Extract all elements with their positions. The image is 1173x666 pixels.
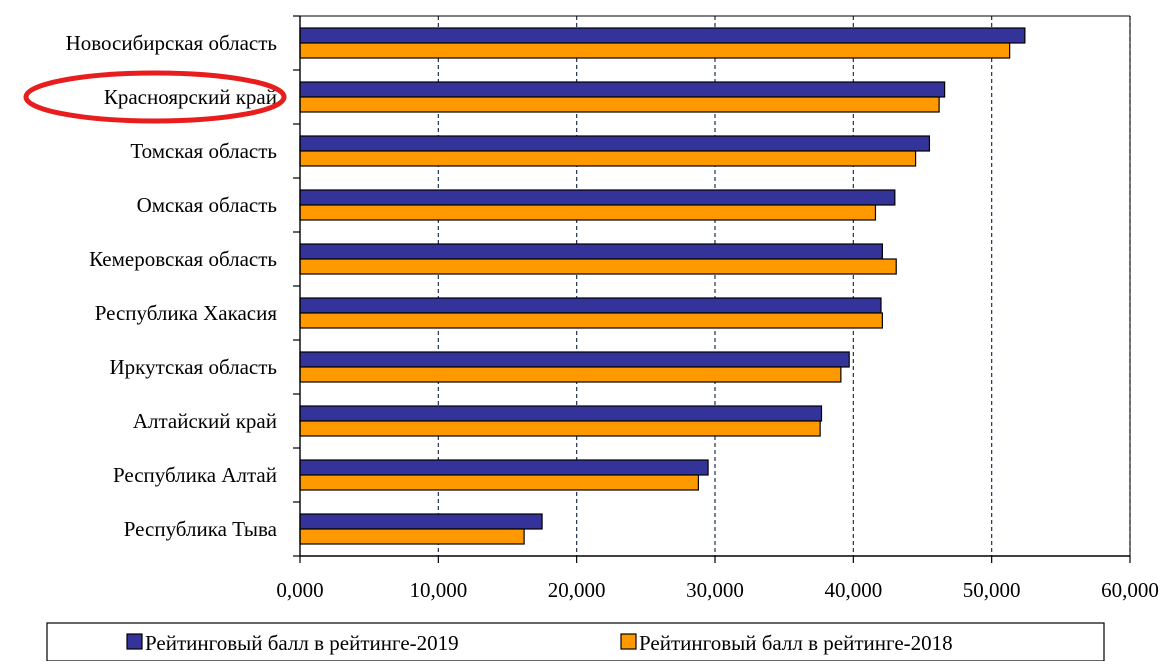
category-label: Республика Тыва [124,517,278,541]
category-labels: Новосибирская область Красноярский край То… [66,31,278,541]
axes [293,15,1131,563]
bar-2019 [299,189,896,206]
bar-2018 [299,312,883,329]
category-label: Республика Алтай [113,463,277,487]
x-tick-label: 10,000 [409,578,467,602]
legend-label: Рейтинговый балл в рейтинге-2018 [639,631,953,655]
bar-2018 [299,474,699,491]
bar-2018 [299,366,842,383]
legend-box [46,622,1105,662]
legend-label: Рейтинговый балл в рейтинге-2019 [145,631,459,655]
legend: Рейтинговый балл в рейтинге-2019 Рейтинго… [46,622,1105,662]
category-label: Алтайский край [133,409,277,433]
bar-2019 [299,27,1026,44]
bar-2018 [299,258,897,275]
bar-2018 [299,528,525,545]
bar-2019 [299,513,543,530]
highlight-ellipse-group [23,70,287,124]
category-label: Новосибирская область [66,31,277,55]
x-tick-label: 20,000 [548,578,606,602]
bar-2019 [299,351,850,368]
highlight-ellipse [23,70,287,124]
x-tick-label: 30,000 [686,578,744,602]
x-tick-label: 50,000 [963,578,1021,602]
bar-2019 [299,405,823,422]
bar-2019 [299,81,946,98]
x-tick-label: 0,000 [276,578,323,602]
bar-2018 [299,96,940,113]
bar-2019 [299,135,931,152]
legend-swatch [126,633,143,650]
bar-2019 [299,459,709,476]
category-label: Красноярский край [104,85,277,109]
bar-2019 [299,243,883,260]
bar-2018 [299,204,877,221]
legend-swatch [620,633,637,650]
bar-2018 [299,150,917,167]
bar-2019 [299,297,882,314]
category-label: Омская область [137,193,277,217]
x-tick-label: 40,000 [824,578,882,602]
bar-2018 [299,420,821,437]
bar-2018 [299,42,1011,59]
category-label: Республика Хакасия [95,301,278,325]
bars [299,27,1026,545]
category-label: Кемеровская область [89,247,277,271]
x-tick-label: 60,000 [1101,578,1159,602]
category-label: Иркутская область [110,355,277,379]
tick-labels: 0,000 10,000 20,000 30,000 40,000 50,000 60,00… [276,578,1159,602]
category-label: Томская область [130,139,277,163]
